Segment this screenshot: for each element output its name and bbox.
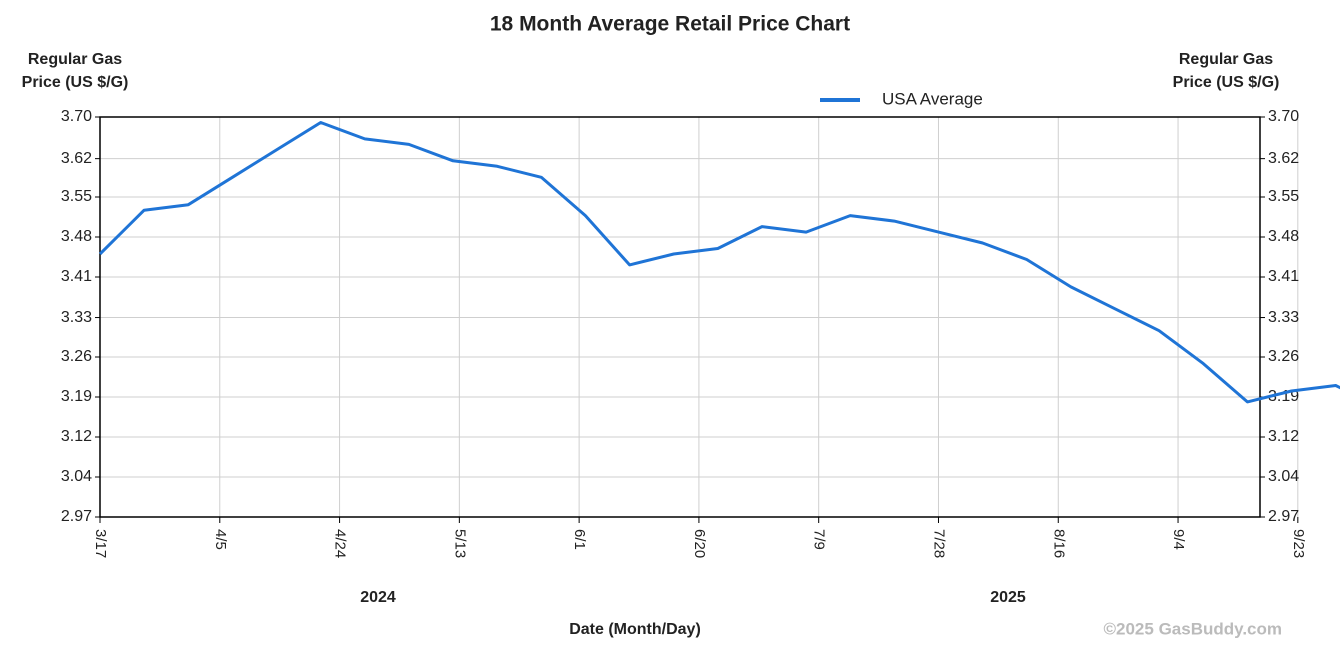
- credit: ©2025 GasBuddy.com: [1104, 619, 1283, 638]
- y2-axis-label: Regular Gas: [1179, 51, 1273, 68]
- x-tick-label: 9/4: [1170, 529, 1187, 550]
- y2-tick-label: 3.12: [1268, 428, 1299, 445]
- y-tick-label: 3.55: [61, 188, 92, 205]
- year-label: 2024: [360, 589, 396, 606]
- y-axis-label: Regular Gas: [28, 51, 122, 68]
- year-label: 2025: [990, 589, 1026, 606]
- x-axis-label: Date (Month/Day): [569, 621, 701, 638]
- y-tick-label: 3.48: [61, 228, 92, 245]
- y-tick-label: 3.19: [61, 388, 92, 405]
- y2-tick-label: 3.41: [1268, 268, 1299, 285]
- x-tick-label: 7/28: [931, 529, 948, 558]
- y2-tick-label: 3.04: [1268, 468, 1299, 485]
- x-tick-label: 4/5: [212, 529, 229, 550]
- y-tick-label: 3.33: [61, 309, 92, 326]
- y-tick-label: 2.97: [61, 508, 92, 525]
- x-tick-label: 3/17: [92, 529, 109, 558]
- x-tick-label: 9/23: [1290, 529, 1307, 558]
- y-axis-label: Price (US $/G): [22, 74, 129, 91]
- y-tick-label: 3.26: [61, 348, 92, 365]
- y-tick-label: 3.62: [61, 150, 92, 167]
- x-tick-label: 5/13: [451, 529, 468, 558]
- y2-tick-label: 3.48: [1268, 228, 1299, 245]
- legend-label: USA Average: [882, 89, 983, 108]
- y2-tick-label: 3.62: [1268, 150, 1299, 167]
- y2-tick-label: 3.70: [1268, 108, 1299, 125]
- x-tick-label: 7/9: [811, 529, 828, 550]
- y2-tick-label: 3.26: [1268, 348, 1299, 365]
- y-tick-label: 3.12: [61, 428, 92, 445]
- y-tick-label: 3.04: [61, 468, 92, 485]
- y2-tick-label: 3.33: [1268, 309, 1299, 326]
- y2-tick-label: 2.97: [1268, 508, 1299, 525]
- y-tick-label: 3.41: [61, 268, 92, 285]
- series-line: [98, 121, 1340, 404]
- x-tick-label: 4/24: [332, 529, 349, 558]
- y2-axis-label: Price (US $/G): [1173, 74, 1280, 91]
- chart-title: 18 Month Average Retail Price Chart: [490, 13, 850, 36]
- x-tick-label: 6/1: [571, 529, 588, 550]
- y-tick-label: 3.70: [61, 108, 92, 125]
- x-tick-label: 8/16: [1050, 529, 1067, 558]
- plot-frame: [99, 116, 1261, 518]
- y2-tick-label: 3.55: [1268, 188, 1299, 205]
- x-tick-label: 6/20: [691, 529, 708, 558]
